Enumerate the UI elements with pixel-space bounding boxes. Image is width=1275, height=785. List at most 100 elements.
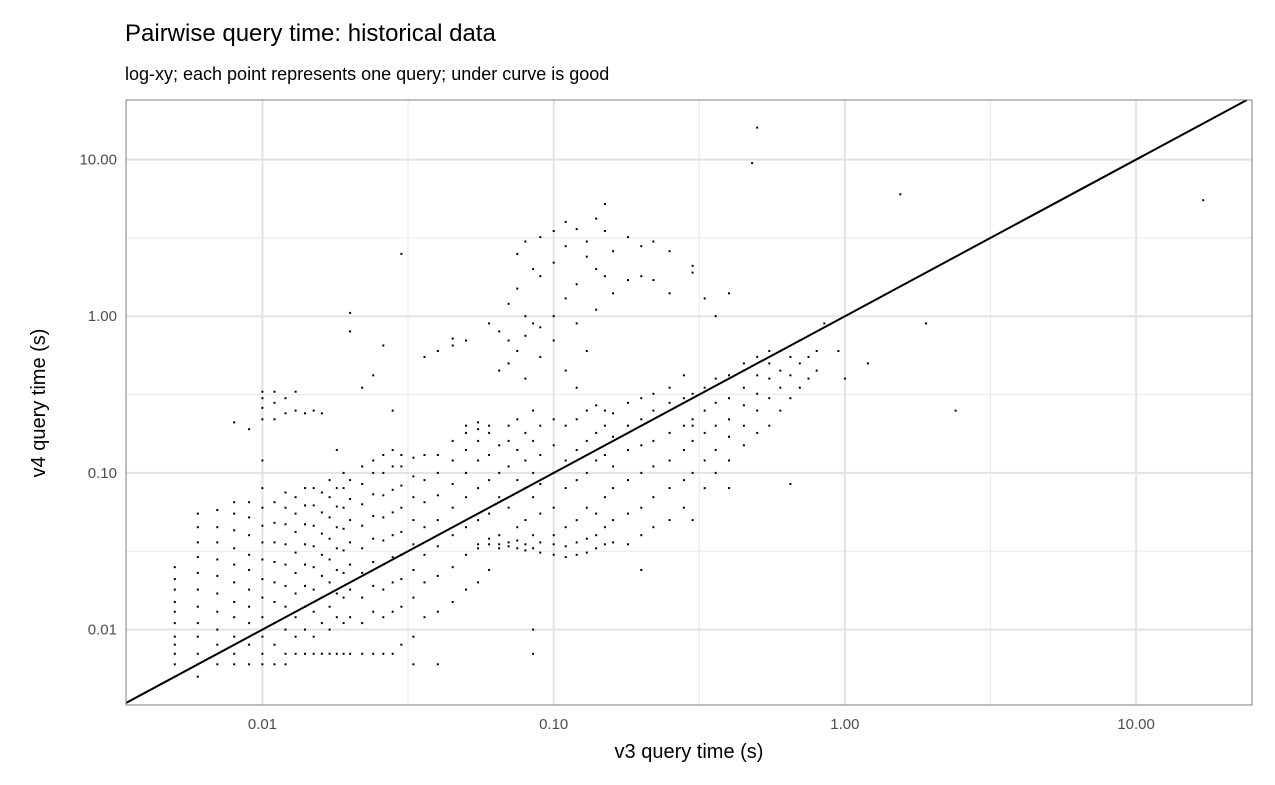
data-point: [532, 547, 535, 550]
data-point: [552, 444, 555, 447]
data-point: [498, 330, 501, 333]
data-point: [539, 483, 542, 485]
data-point: [294, 616, 297, 619]
data-point: [668, 431, 671, 434]
data-point: [294, 496, 297, 499]
data-point: [216, 558, 219, 561]
data-point: [728, 459, 730, 462]
data-point: [564, 556, 567, 559]
data-point: [328, 581, 331, 584]
data-point: [465, 471, 467, 474]
data-point: [248, 643, 251, 646]
data-point: [391, 511, 394, 514]
y-tick-label: 0.01: [88, 622, 117, 639]
data-point: [320, 574, 323, 577]
data-point: [273, 521, 276, 524]
data-point: [248, 605, 251, 608]
data-point: [349, 519, 352, 522]
data-point: [261, 459, 264, 462]
data-point: [342, 527, 345, 530]
data-point: [768, 424, 771, 427]
data-point: [552, 553, 555, 556]
data-point: [342, 596, 345, 599]
reference-line-group: [125, 99, 1248, 704]
data-point: [640, 397, 643, 400]
data-point: [273, 401, 276, 404]
data-point: [516, 449, 519, 451]
data-point: [465, 449, 467, 451]
data-point: [691, 424, 694, 427]
data-point: [412, 663, 415, 666]
data-point: [284, 523, 287, 526]
data-point: [682, 374, 685, 377]
data-point: [682, 449, 685, 451]
data-point: [756, 374, 759, 377]
data-point: [328, 496, 331, 499]
data-point: [391, 534, 394, 537]
data-point: [539, 454, 542, 456]
data-point: [382, 494, 385, 497]
data-point: [595, 459, 598, 462]
data-point: [261, 558, 264, 561]
data-point: [412, 519, 415, 522]
data-point: [294, 652, 297, 655]
data-point: [361, 622, 364, 625]
data-point: [261, 406, 264, 409]
data-point: [668, 487, 671, 490]
data-point: [233, 421, 236, 424]
data-point: [532, 268, 535, 271]
data-point: [196, 571, 199, 574]
data-point: [532, 628, 535, 631]
data-point: [304, 652, 306, 655]
data-point: [248, 534, 251, 537]
data-point: [552, 261, 555, 264]
data-point: [595, 268, 598, 271]
data-point: [477, 459, 480, 462]
data-point: [261, 487, 264, 490]
data-point: [477, 519, 480, 522]
y-tick-label: 1.00: [88, 308, 117, 325]
data-point: [412, 596, 415, 599]
data-point: [261, 418, 264, 421]
data-point: [575, 479, 578, 482]
data-point: [789, 397, 792, 400]
data-point: [294, 551, 297, 554]
data-point: [400, 578, 403, 581]
data-point: [391, 610, 394, 613]
data-point: [284, 397, 287, 400]
data-point: [507, 424, 510, 427]
data-point: [539, 275, 542, 278]
data-point: [627, 236, 629, 239]
data-point: [524, 431, 527, 434]
x-tick-label: 0.10: [539, 716, 568, 733]
data-point: [595, 217, 598, 220]
data-point: [507, 439, 510, 442]
data-point: [612, 487, 615, 490]
data-point: [173, 652, 176, 655]
data-point: [233, 581, 236, 584]
data-point: [756, 431, 759, 434]
data-point: [248, 663, 251, 666]
data-point: [342, 652, 345, 655]
data-point: [335, 487, 338, 490]
data-point: [668, 401, 671, 404]
data-point: [261, 578, 264, 581]
data-point: [516, 479, 519, 482]
data-point: [284, 543, 287, 546]
data-point: [728, 292, 730, 295]
data-point: [477, 421, 480, 424]
data-point: [612, 541, 615, 544]
data-point: [261, 652, 264, 655]
data-point: [261, 596, 264, 599]
data-point: [216, 574, 219, 577]
data-point: [173, 566, 176, 569]
data-point: [779, 369, 782, 372]
data-point: [342, 549, 345, 552]
data-point: [436, 663, 439, 666]
data-point: [312, 487, 315, 490]
data-point: [575, 283, 578, 286]
data-point: [328, 628, 331, 631]
data-point: [507, 506, 510, 509]
data-point: [196, 605, 199, 608]
